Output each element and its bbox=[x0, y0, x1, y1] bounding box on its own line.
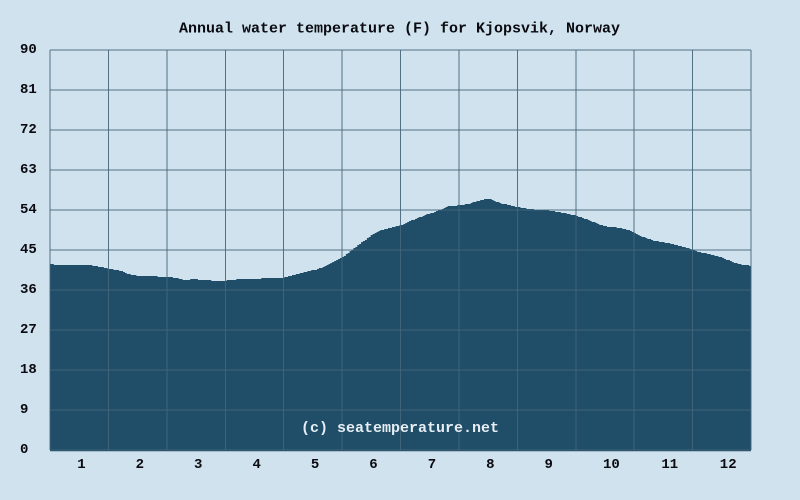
svg-text:10: 10 bbox=[603, 457, 620, 473]
svg-text:Annual water temperature (F) f: Annual water temperature (F) for Kjopsvi… bbox=[179, 21, 620, 38]
svg-text:0: 0 bbox=[20, 442, 28, 458]
svg-text:11: 11 bbox=[661, 457, 678, 473]
svg-text:81: 81 bbox=[20, 82, 37, 98]
svg-text:4: 4 bbox=[253, 457, 261, 473]
svg-text:12: 12 bbox=[720, 457, 737, 473]
svg-text:45: 45 bbox=[20, 242, 37, 258]
svg-text:54: 54 bbox=[20, 202, 37, 218]
svg-text:6: 6 bbox=[369, 457, 377, 473]
svg-text:2: 2 bbox=[136, 457, 144, 473]
svg-text:90: 90 bbox=[20, 42, 37, 58]
svg-text:27: 27 bbox=[20, 322, 37, 338]
svg-text:18: 18 bbox=[20, 362, 37, 378]
svg-text:5: 5 bbox=[311, 457, 319, 473]
svg-text:63: 63 bbox=[20, 162, 37, 178]
svg-text:72: 72 bbox=[20, 122, 37, 138]
svg-text:7: 7 bbox=[428, 457, 436, 473]
svg-text:(c) seatemperature.net: (c) seatemperature.net bbox=[301, 420, 499, 437]
svg-text:1: 1 bbox=[77, 457, 85, 473]
svg-text:9: 9 bbox=[545, 457, 553, 473]
svg-text:9: 9 bbox=[20, 402, 28, 418]
svg-text:3: 3 bbox=[194, 457, 202, 473]
svg-text:8: 8 bbox=[486, 457, 494, 473]
svg-text:36: 36 bbox=[20, 282, 37, 298]
